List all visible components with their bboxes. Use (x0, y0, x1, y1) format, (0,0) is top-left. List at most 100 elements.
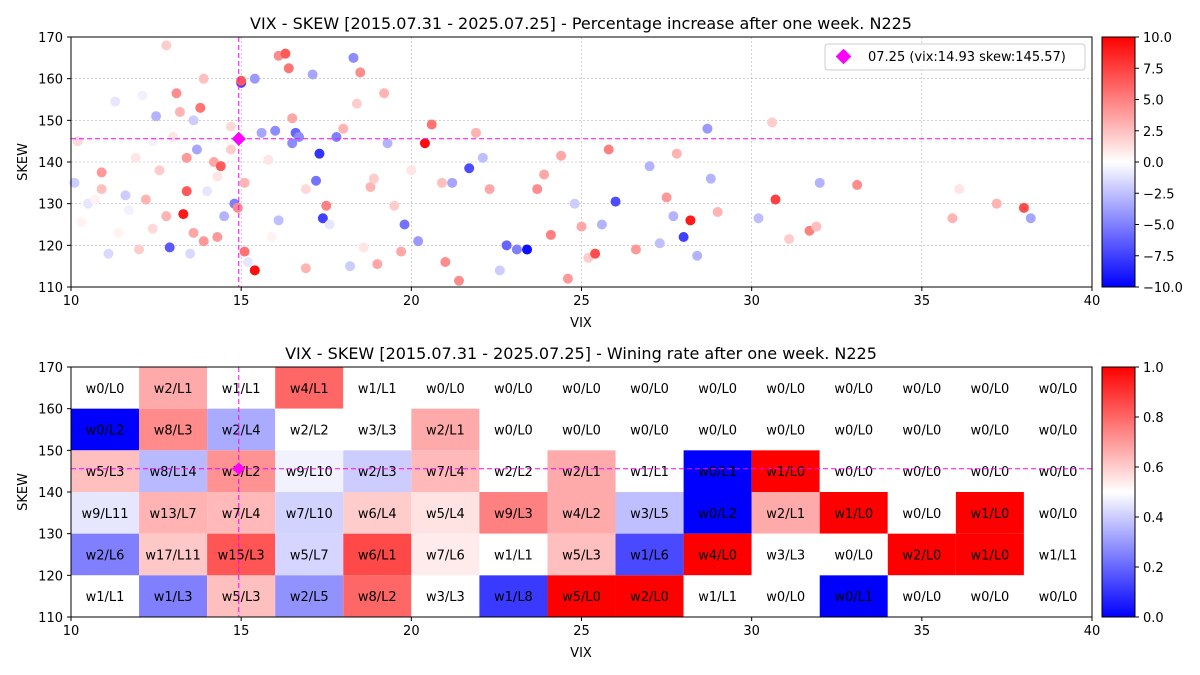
scatter-point (399, 219, 410, 230)
heatmap-cell (343, 575, 412, 617)
heatmap-cell (139, 408, 208, 451)
heatmap-cell (955, 492, 1024, 534)
heatmap-cell (683, 367, 752, 409)
scatter-point (770, 194, 781, 205)
heatmap-cell (819, 367, 888, 409)
scatter-point (532, 184, 543, 195)
heatmap-cell-label: w15/L3 (218, 549, 265, 564)
scatter-point (89, 194, 100, 205)
heatmap-cell-label: w2/L5 (290, 590, 329, 605)
y-tick-label: 160 (38, 403, 63, 418)
scatter-point (630, 244, 641, 255)
heatmap-cell-label: w0/L0 (971, 382, 1010, 397)
x-tick-label: 10 (63, 294, 80, 309)
scatter-x-ticks: 10 15 20 25 30 35 40 (63, 287, 1100, 309)
scatter-y-ticks: 110 120 130 140 150 160 170 (38, 31, 71, 296)
heatmap-cell-label: w2/L1 (766, 507, 805, 522)
scatter-title: VIX - SKEW [2015.07.31 - 2025.07.25] - P… (250, 14, 912, 33)
heatmap-cell (955, 450, 1024, 492)
heatmap-cell-label: w1/L1 (86, 590, 125, 605)
colorbar-tick-label: 7.5 (1143, 62, 1164, 77)
heatmap-y-label: SKEW (16, 473, 31, 511)
heatmap-cell (887, 408, 956, 451)
heatmap-cell (683, 575, 752, 617)
legend-box (824, 43, 1086, 71)
scatter-legend: 07.25 (vix:14.93 skew:145.57) (824, 43, 1086, 71)
heatmap-y-ticks: 110 120 130 140 150 160 170 (38, 361, 71, 626)
heatmap-cell-label: w1/L1 (698, 590, 737, 605)
scatter-point (178, 209, 189, 220)
heatmap-current-crosshair (71, 367, 1092, 617)
scatter-point (212, 232, 223, 242)
heatmap-cell-label: w0/L0 (834, 424, 873, 439)
heatmap-cell (207, 533, 276, 576)
scatter-point (103, 248, 114, 259)
x-tick-label: 25 (573, 624, 590, 639)
y-tick-label: 120 (38, 239, 63, 254)
heatmap-cell-label: w7/L6 (426, 549, 465, 564)
heatmap-cell (207, 408, 276, 451)
heatmap-cell-label: w9/L10 (286, 465, 333, 480)
scatter-point (123, 204, 134, 215)
heatmap-cell (683, 408, 752, 451)
scatter-point (151, 111, 162, 122)
heatmap-cell (207, 367, 276, 409)
heatmap-cell (479, 367, 548, 409)
scatter-point (266, 232, 277, 242)
y-tick-label: 160 (38, 73, 63, 88)
heatmap-cell-label: w17/L11 (145, 549, 200, 564)
scatter-point (436, 177, 447, 188)
heatmap-cell (751, 492, 820, 534)
heatmap-cell-label: w0/L2 (698, 507, 737, 522)
heatmap-cell (887, 533, 956, 576)
scatter-point (477, 152, 488, 163)
scatter-point (72, 136, 83, 147)
y-tick-label: 140 (38, 156, 63, 171)
x-tick-label: 20 (403, 624, 420, 639)
heatmap-cell-label: w0/L1 (698, 465, 737, 480)
heatmap-cell-label: w0/L0 (562, 382, 601, 397)
scatter-panel: VIX - SKEW [2015.07.31 - 2025.07.25] - P… (16, 14, 1183, 331)
heatmap-cell (275, 575, 344, 617)
scatter-point (678, 232, 689, 242)
scatter-grid (70, 36, 1093, 288)
scatter-point (365, 182, 376, 192)
legend-label: 07.25 (vix:14.93 skew:145.57) (868, 50, 1066, 65)
heatmap-cell-label: w5/L7 (290, 549, 329, 564)
heatmap-cell (819, 492, 888, 534)
scatter-point (239, 246, 250, 257)
scatter-point (702, 123, 713, 134)
heatmap-cell (71, 367, 140, 409)
y-tick-label: 130 (38, 528, 63, 543)
heatmap-cell-label: w0/L0 (1039, 382, 1078, 397)
heatmap-panel: VIX - SKEW [2015.07.31 - 2025.07.25] - W… (16, 344, 1164, 661)
heatmap-cell-label: w0/L0 (766, 590, 805, 605)
scatter-point (644, 161, 655, 172)
heatmap-cell (479, 575, 548, 617)
heatmap-cell-label: w8/L2 (358, 590, 397, 605)
scatter-point (307, 69, 318, 80)
heatmap-cell-label: w0/L0 (1039, 507, 1078, 522)
colorbar-bar (1101, 36, 1136, 288)
y-tick-label: 170 (38, 31, 63, 46)
heatmap-cell-label: w0/L0 (698, 382, 737, 397)
heatmap-cell-label: w4/L0 (698, 549, 737, 564)
scatter-point (198, 73, 209, 84)
heatmap-cell (71, 492, 140, 534)
scatter-point (317, 213, 328, 224)
colorbar-tick-label: 10.0 (1143, 31, 1172, 46)
heatmap-cell (615, 492, 684, 534)
colorbar-tick-label: 0.4 (1143, 511, 1164, 526)
scatter-point (382, 138, 393, 149)
heatmap-cell-label: w0/L0 (834, 382, 873, 397)
heatmap-cell (887, 492, 956, 534)
scatter-point (351, 98, 362, 109)
heatmap-cell-label: w0/L0 (971, 590, 1010, 605)
heatmap-cell (819, 533, 888, 576)
scatter-point (358, 242, 369, 253)
scatter-point (661, 192, 672, 203)
heatmap-cell-label: w1/L1 (630, 465, 669, 480)
scatter-point (1018, 202, 1029, 213)
heatmap-cell (411, 492, 480, 534)
heatmap-cell (955, 533, 1024, 576)
